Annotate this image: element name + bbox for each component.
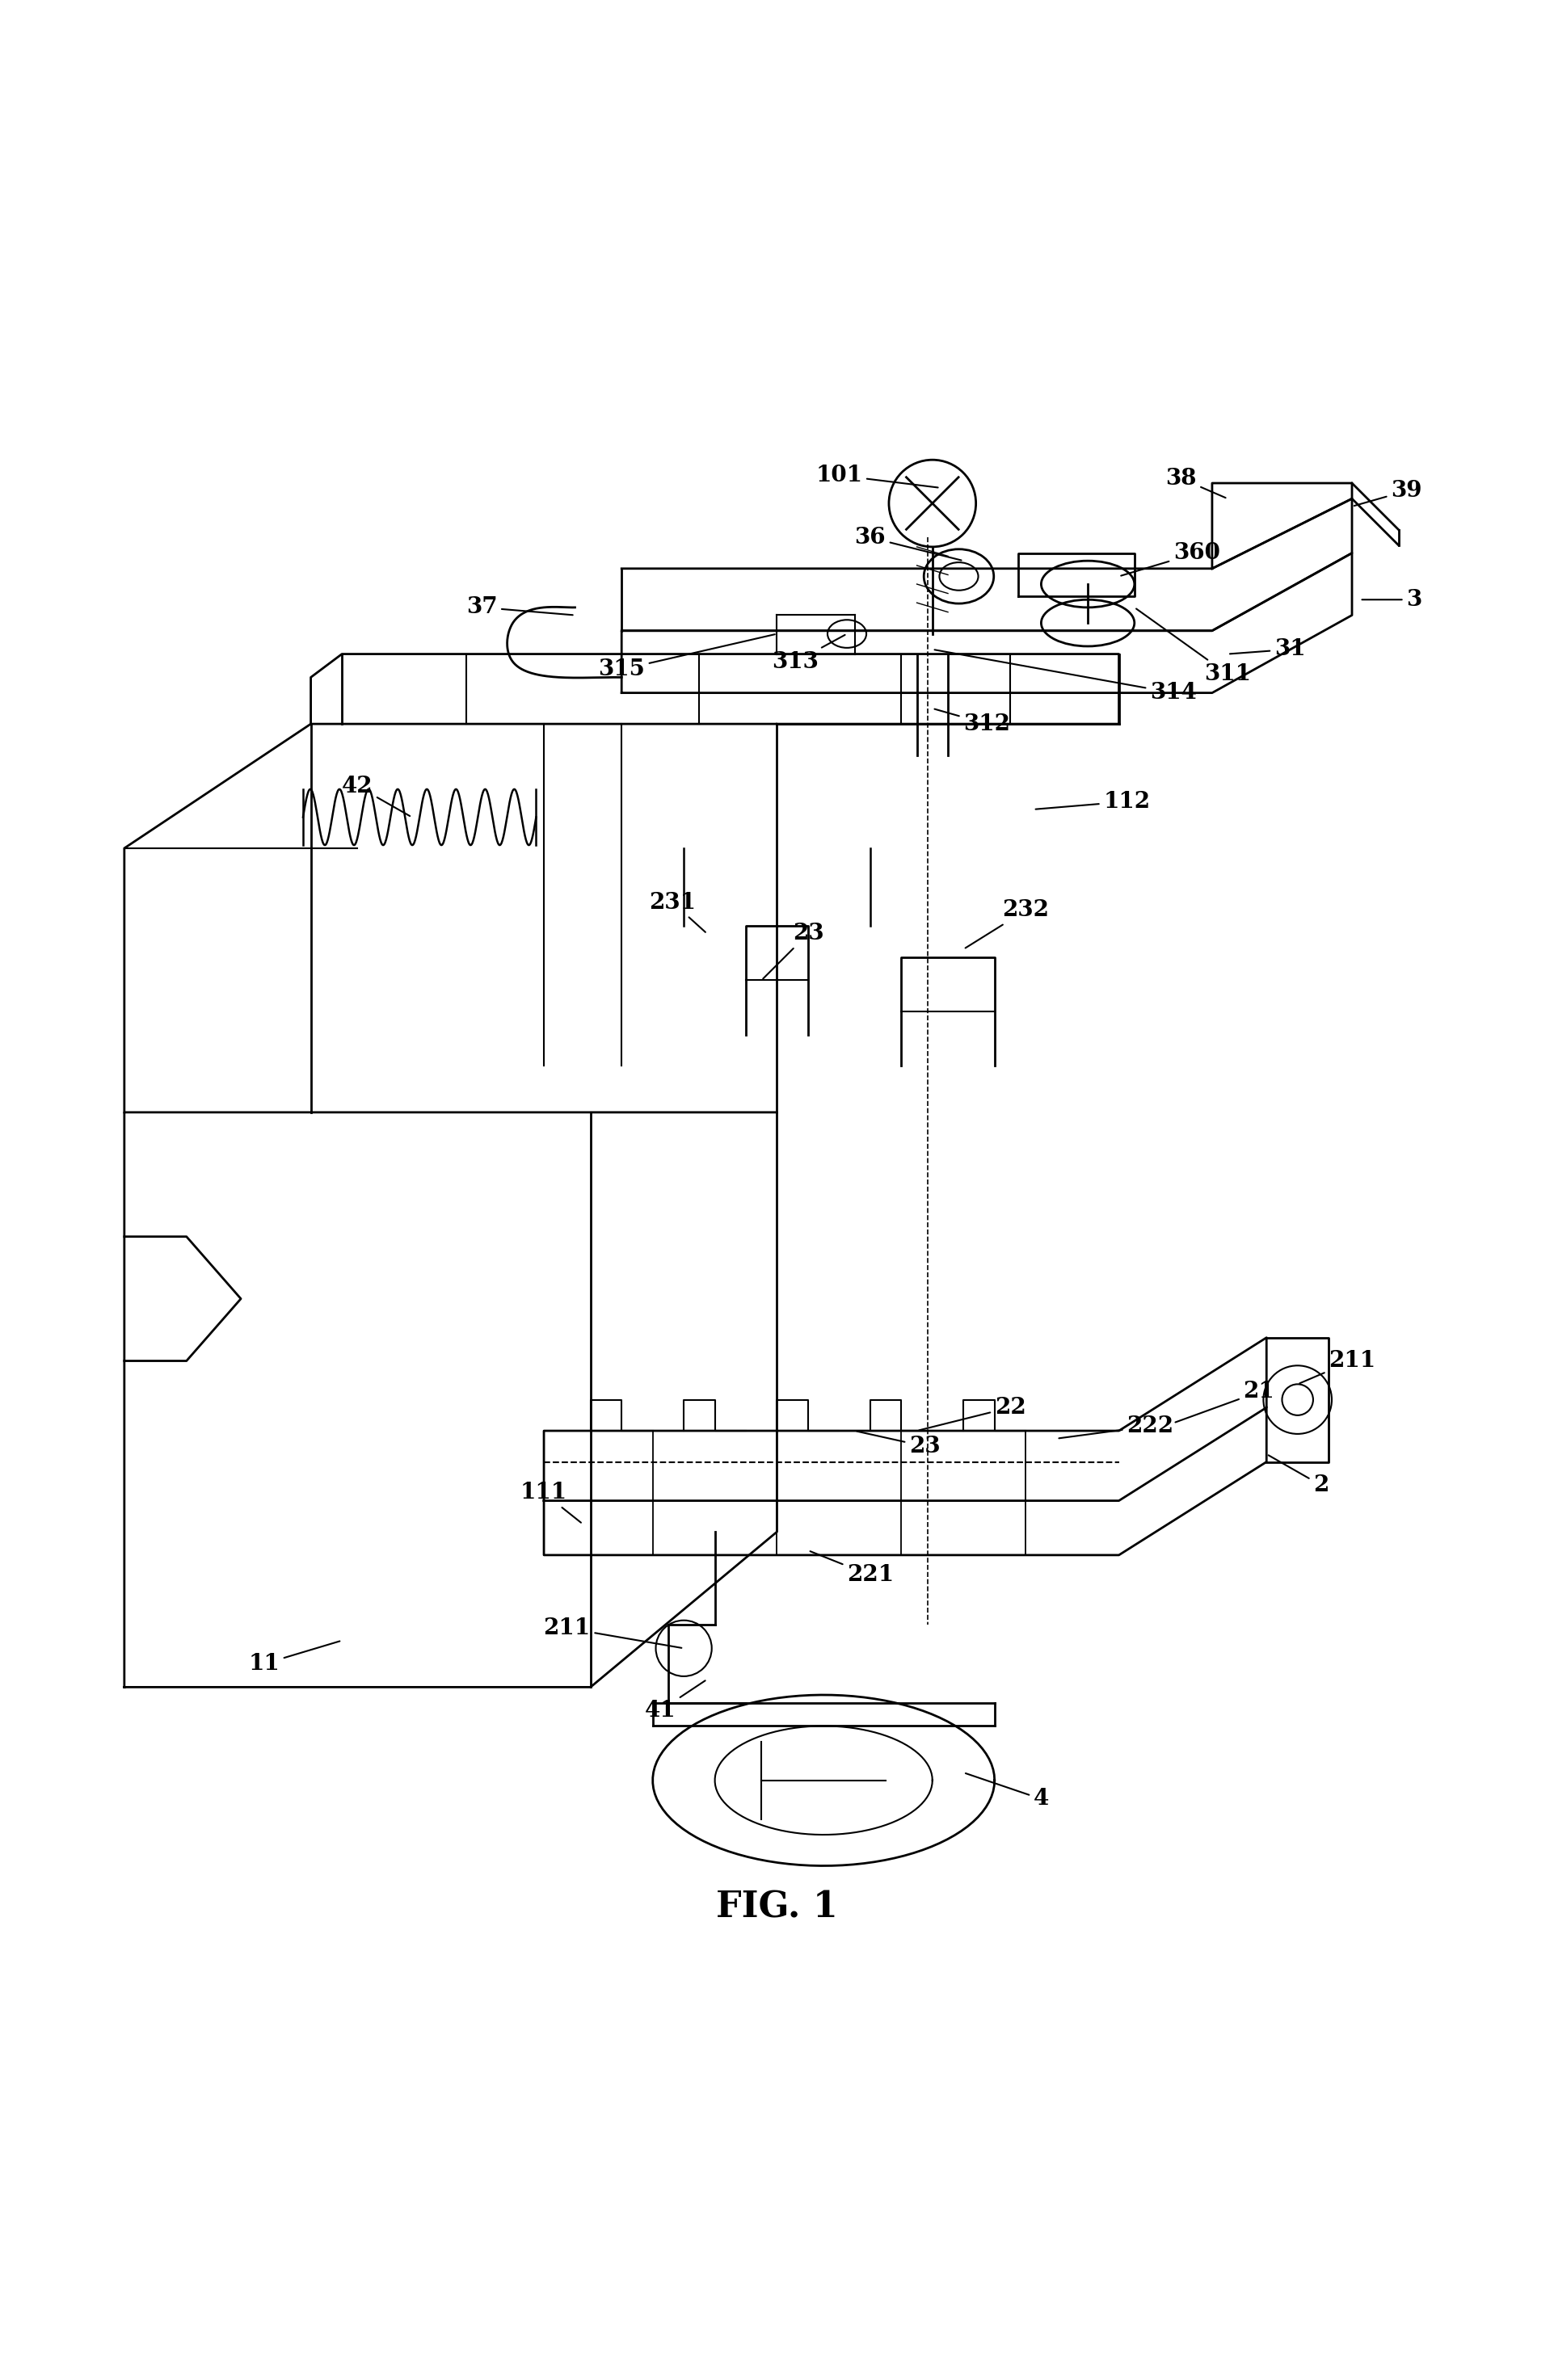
Text: 11: 11: [249, 1642, 340, 1676]
Text: 4: 4: [965, 1773, 1049, 1809]
Text: 31: 31: [1229, 638, 1305, 659]
Text: 360: 360: [1120, 543, 1220, 576]
Text: 315: 315: [598, 635, 775, 681]
Text: 21: 21: [1175, 1380, 1274, 1423]
Text: 3: 3: [1361, 588, 1422, 612]
Text: 112: 112: [1035, 790, 1150, 812]
Text: 23: 23: [856, 1430, 940, 1457]
Text: 111: 111: [521, 1483, 581, 1523]
Text: 42: 42: [342, 776, 410, 816]
Text: 222: 222: [1058, 1416, 1173, 1438]
Text: 313: 313: [772, 635, 845, 674]
Text: FIG. 1: FIG. 1: [716, 1890, 838, 1925]
Text: 37: 37: [466, 597, 573, 619]
Text: 314: 314: [934, 650, 1197, 704]
Text: 101: 101: [816, 464, 939, 488]
Text: 211: 211: [544, 1616, 682, 1647]
Text: 221: 221: [810, 1552, 894, 1585]
Text: 311: 311: [1136, 609, 1251, 685]
Text: 38: 38: [1166, 466, 1226, 497]
Text: 231: 231: [650, 892, 706, 933]
Text: 22: 22: [918, 1397, 1026, 1430]
Text: 312: 312: [934, 709, 1010, 735]
Text: 2: 2: [1268, 1454, 1329, 1497]
Text: 41: 41: [645, 1680, 706, 1721]
Text: 232: 232: [965, 900, 1049, 947]
Text: 39: 39: [1354, 481, 1422, 507]
Text: 36: 36: [855, 526, 962, 559]
Text: 211: 211: [1299, 1349, 1375, 1383]
Text: 23: 23: [763, 923, 824, 978]
